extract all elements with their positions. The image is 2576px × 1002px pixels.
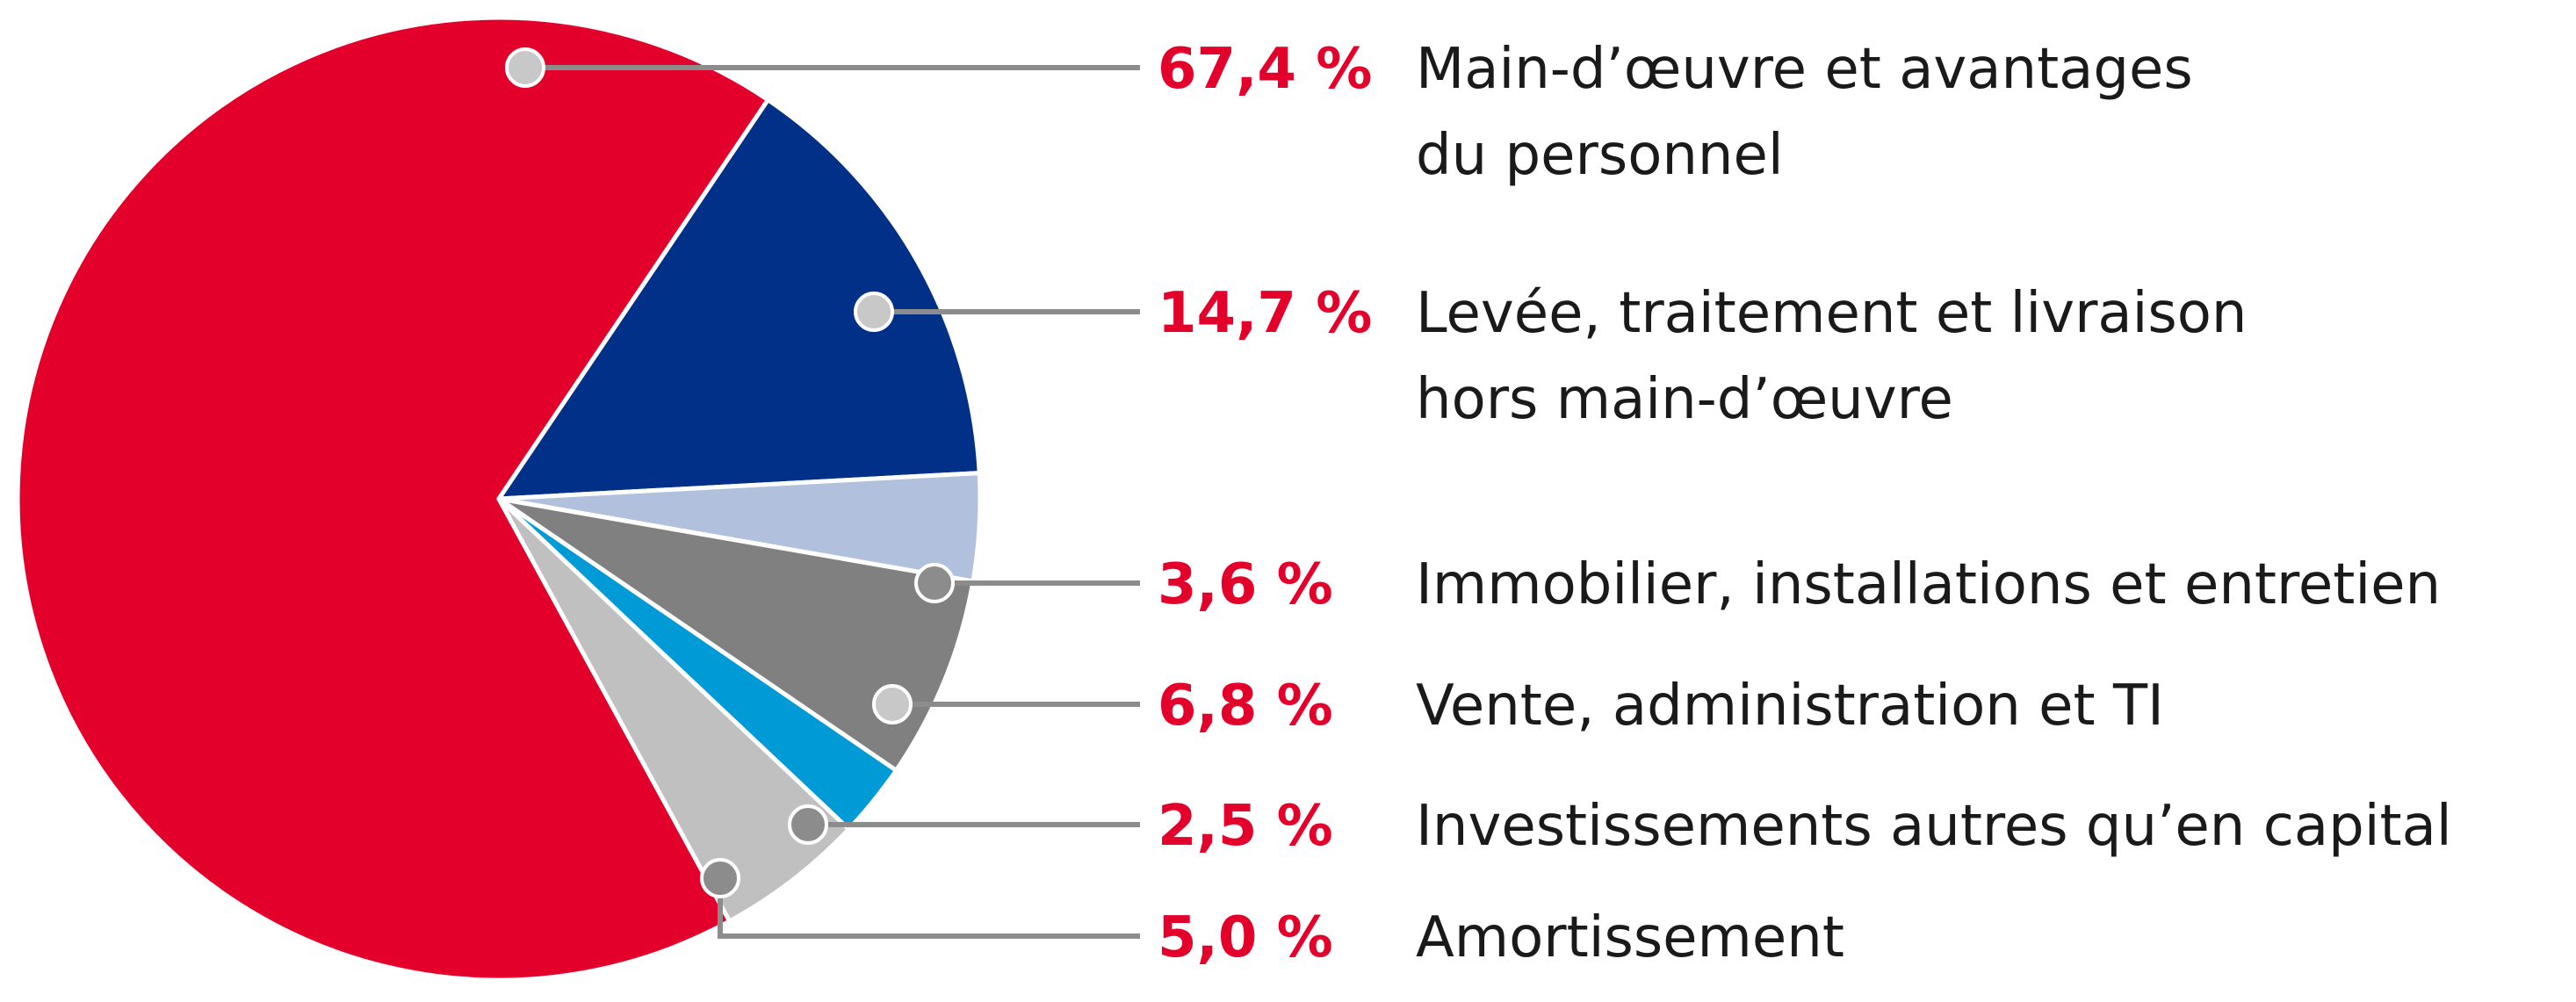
slice-category-label: Amortissement (1416, 905, 1844, 970)
slice-percent-label: 6,8 % (1158, 674, 1333, 739)
leader-dot-1 (505, 47, 545, 88)
slice-category-label: du personnel (1416, 123, 1784, 188)
leader-dot-3 (914, 563, 955, 603)
slice-percent-label: 3,6 % (1158, 552, 1333, 617)
pie-slice-6 (496, 496, 851, 924)
slice-labels: 67,4 % Main-d’œuvre et avantages du person… (1158, 37, 2452, 970)
pie-slice-1 (15, 15, 770, 983)
slice-category-label: Investissements autres qu’en capital (1416, 794, 2452, 859)
pie-slice-4 (496, 496, 976, 773)
slice-category-label: Immobilier, installations et entretien (1416, 552, 2441, 617)
slice-category-label: hors main-d’œuvre (1416, 367, 1953, 432)
slice-percent-label: 14,7 % (1158, 281, 1372, 346)
slice-category-label: Vente, administration et TI (1416, 674, 2164, 739)
leader-dot-4 (872, 684, 913, 724)
slice-percent-label: 2,5 % (1158, 794, 1333, 859)
pie-slice-2 (496, 97, 982, 501)
leader-dot-6 (700, 858, 740, 898)
slice-category-label: Main-d’œuvre et avantages (1416, 37, 2193, 102)
slice-category-label: Levée, traitement et livraison (1416, 281, 2247, 346)
pie-slices (15, 15, 983, 983)
slice-percent-label: 5,0 % (1158, 905, 1333, 970)
leader-dot-2 (854, 292, 894, 332)
leader-lines (505, 47, 1140, 939)
leader-dot-5 (788, 804, 828, 845)
slice-percent-label: 67,4 % (1158, 37, 1372, 102)
